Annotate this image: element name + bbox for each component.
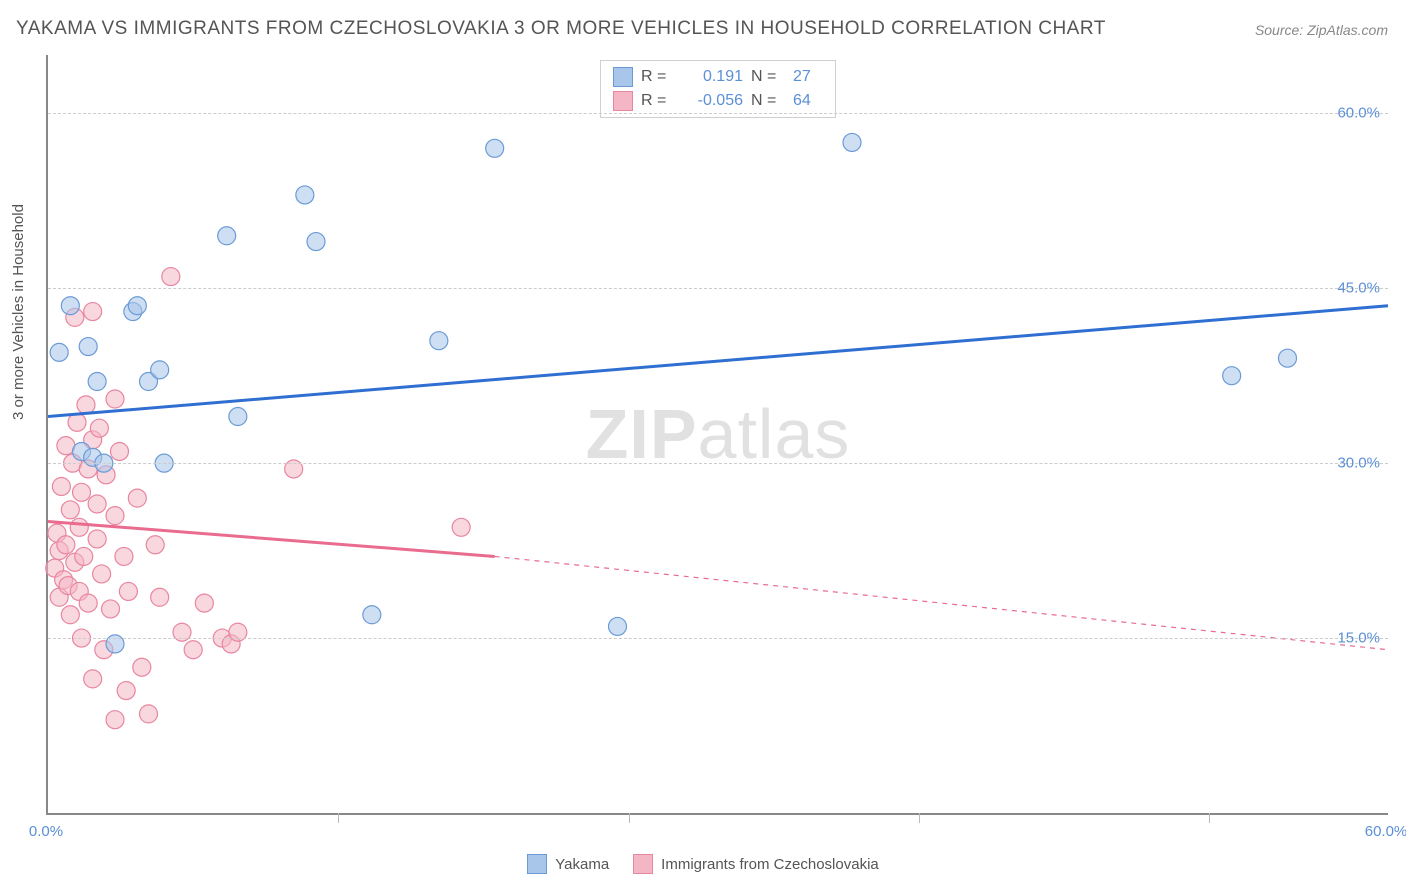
x-tick-label: 60.0% [1365, 823, 1406, 840]
scatter-point [609, 617, 627, 635]
n-label: N = [751, 68, 785, 86]
y-tick-label: 45.0% [1337, 280, 1380, 297]
scatter-point [88, 495, 106, 513]
source-attribution: Source: ZipAtlas.com [1255, 22, 1388, 38]
scatter-point [57, 536, 75, 554]
scatter-point [133, 658, 151, 676]
scatter-point [102, 600, 120, 618]
y-tick-label: 30.0% [1337, 455, 1380, 472]
n-value-czech: 64 [793, 92, 823, 110]
scatter-point [79, 338, 97, 356]
trend-line-czech-solid [48, 521, 495, 556]
r-label: R = [641, 92, 675, 110]
scatter-point [61, 297, 79, 315]
scatter-point [195, 594, 213, 612]
scatter-point [452, 518, 470, 536]
scatter-point [70, 518, 88, 536]
y-axis-label: 3 or more Vehicles in Household [10, 204, 27, 420]
bottom-legend: Yakama Immigrants from Czechoslovakia [0, 854, 1406, 874]
gridline-h [48, 463, 1388, 464]
scatter-point [75, 547, 93, 565]
x-tick-label: 0.0% [29, 823, 63, 840]
scatter-point [61, 501, 79, 519]
chart-title: YAKAMA VS IMMIGRANTS FROM CZECHOSLOVAKIA… [16, 18, 1106, 40]
r-label: R = [641, 68, 675, 86]
r-value-yakama: 0.191 [683, 68, 743, 86]
scatter-point [162, 268, 180, 286]
x-tick-minor [919, 813, 920, 823]
scatter-point [115, 547, 133, 565]
scatter-point [61, 606, 79, 624]
scatter-point [88, 530, 106, 548]
r-value-czech: -0.056 [683, 92, 743, 110]
y-tick-label: 60.0% [1337, 105, 1380, 122]
scatter-point [88, 373, 106, 391]
scatter-point [73, 483, 91, 501]
scatter-point [1279, 349, 1297, 367]
x-tick-minor [629, 813, 630, 823]
scatter-point [486, 139, 504, 157]
scatter-point [77, 396, 95, 414]
stats-row-czech: R = -0.056 N = 64 [613, 89, 823, 113]
legend-item-czech: Immigrants from Czechoslovakia [633, 854, 879, 874]
scatter-point [146, 536, 164, 554]
scatter-point [90, 419, 108, 437]
scatter-point [79, 594, 97, 612]
x-tick-minor [1209, 813, 1210, 823]
y-tick-label: 15.0% [1337, 630, 1380, 647]
stats-legend-box: R = 0.191 N = 27 R = -0.056 N = 64 [600, 60, 836, 118]
gridline-h [48, 288, 1388, 289]
scatter-point [307, 233, 325, 251]
stats-row-yakama: R = 0.191 N = 27 [613, 65, 823, 89]
scatter-point [218, 227, 236, 245]
gridline-h [48, 113, 1388, 114]
plot-area: ZIPatlas R = 0.191 N = 27 R = -0.056 N =… [46, 55, 1388, 815]
legend-swatch-yakama [527, 854, 547, 874]
scatter-point [110, 442, 128, 460]
legend-swatch-czech [633, 854, 653, 874]
scatter-point [363, 606, 381, 624]
scatter-point [50, 343, 68, 361]
legend-label-czech: Immigrants from Czechoslovakia [661, 856, 879, 873]
trend-line-czech-dashed [495, 556, 1388, 649]
gridline-h [48, 638, 1388, 639]
scatter-point [151, 588, 169, 606]
scatter-point [1223, 367, 1241, 385]
chart-svg [48, 55, 1388, 813]
x-tick-minor [338, 813, 339, 823]
scatter-point [84, 303, 102, 321]
scatter-point [93, 565, 111, 583]
scatter-point [119, 582, 137, 600]
scatter-point [52, 477, 70, 495]
scatter-point [140, 705, 158, 723]
legend-label-yakama: Yakama [555, 856, 609, 873]
n-label: N = [751, 92, 785, 110]
scatter-point [128, 297, 146, 315]
scatter-point [106, 390, 124, 408]
n-value-yakama: 27 [793, 68, 823, 86]
scatter-point [843, 133, 861, 151]
scatter-point [184, 641, 202, 659]
scatter-point [106, 711, 124, 729]
scatter-point [296, 186, 314, 204]
trend-line-yakama [48, 306, 1388, 417]
scatter-point [430, 332, 448, 350]
swatch-czech [613, 91, 633, 111]
scatter-point [117, 682, 135, 700]
scatter-point [106, 507, 124, 525]
swatch-yakama [613, 67, 633, 87]
scatter-point [128, 489, 146, 507]
scatter-point [151, 361, 169, 379]
legend-item-yakama: Yakama [527, 854, 609, 874]
scatter-point [84, 670, 102, 688]
scatter-point [229, 408, 247, 426]
